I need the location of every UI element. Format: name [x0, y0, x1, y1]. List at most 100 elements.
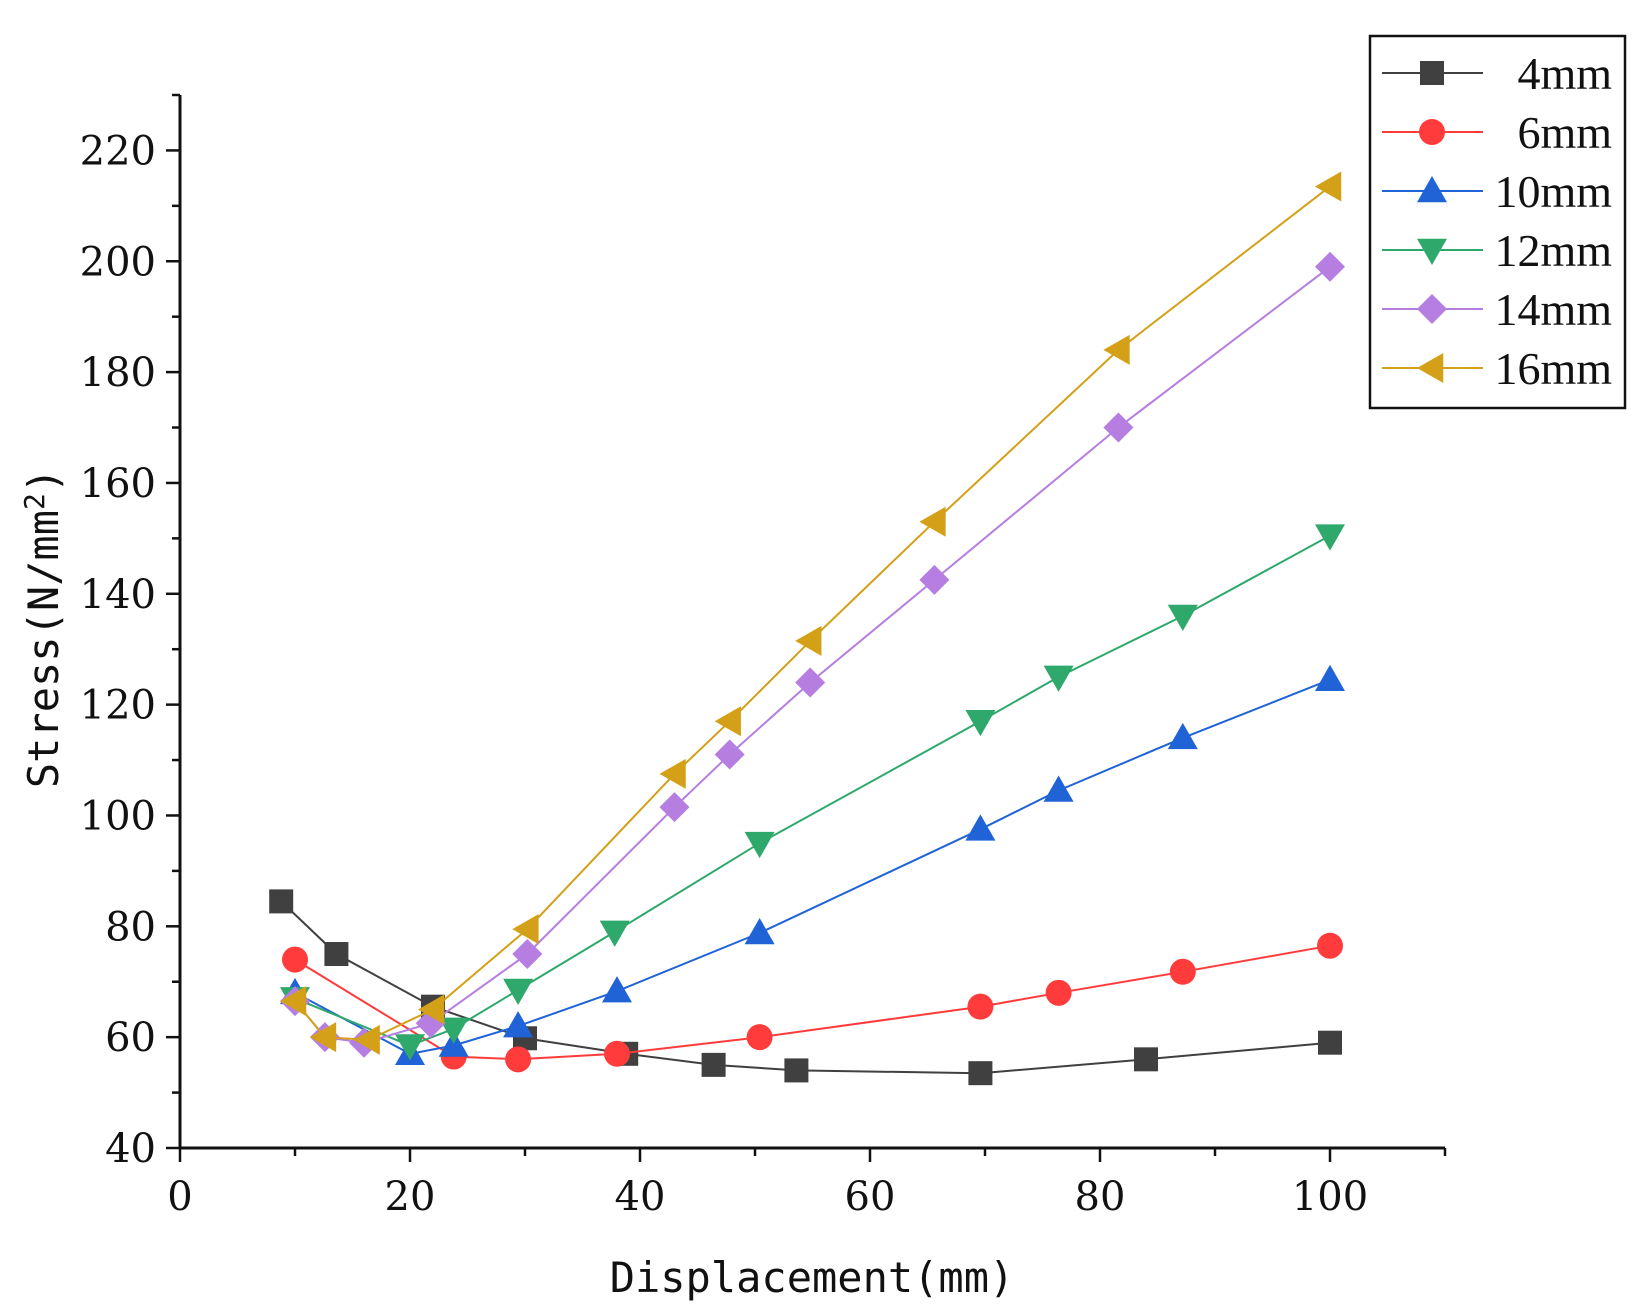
- x-tick-label: 20: [385, 1174, 436, 1220]
- y-tick-label: 160: [80, 461, 156, 507]
- y-axis-title-main: Stress: [19, 636, 68, 788]
- data-point: [1103, 412, 1134, 443]
- data-point: [919, 506, 946, 537]
- legend-frame: [1368, 34, 1627, 410]
- x-axis-ticks: 0 20 40 60 80 100: [167, 1148, 1447, 1220]
- x-tick-label: 0: [167, 1174, 192, 1220]
- data-point: [1043, 775, 1074, 802]
- data-point: [282, 946, 308, 973]
- data-point: [324, 942, 349, 967]
- legend-item: 12mm: [1382, 225, 1612, 276]
- y-axis-title-unit-close: ): [19, 468, 68, 493]
- x-tick-label: 60: [845, 1174, 896, 1220]
- legend-label: 4mm: [1517, 48, 1612, 99]
- data-point: [1315, 171, 1342, 202]
- data-point: [503, 978, 534, 1006]
- data-point: [714, 739, 745, 770]
- data-point: [604, 1040, 630, 1067]
- y-tick-label: 220: [80, 128, 156, 174]
- y-tick-label: 140: [80, 572, 156, 618]
- legend-label: 12mm: [1494, 225, 1612, 276]
- data-point: [714, 706, 741, 737]
- data-point: [438, 1017, 469, 1044]
- data-point: [1318, 1030, 1342, 1055]
- data-point: [746, 1024, 773, 1051]
- series-16mm: [280, 171, 1342, 1055]
- legend-label: 14mm: [1494, 284, 1612, 335]
- series-layer: [269, 171, 1345, 1086]
- data-point: [353, 1024, 380, 1055]
- y-tick-label: 120: [80, 683, 156, 729]
- y-tick-label: 40: [105, 1126, 156, 1172]
- data-point: [744, 917, 775, 945]
- data-point: [965, 710, 996, 737]
- data-point: [1134, 1047, 1158, 1072]
- y-tick-label: 100: [80, 793, 156, 839]
- y-tick-label: 180: [80, 350, 156, 396]
- data-point: [505, 1046, 532, 1073]
- data-point: [1167, 604, 1198, 631]
- legend-label: 6mm: [1517, 107, 1612, 158]
- data-point: [744, 831, 775, 859]
- data-point: [965, 814, 996, 841]
- series-14mm: [280, 251, 1345, 1058]
- data-point: [395, 1034, 425, 1061]
- y-tick-label: 200: [80, 239, 156, 285]
- data-point: [701, 1052, 726, 1077]
- data-point: [1315, 664, 1345, 691]
- data-point: [280, 986, 307, 1017]
- legend: 4mm 6mm 10mm 12mm 14mm 16mm: [1368, 34, 1627, 410]
- data-point: [599, 920, 630, 947]
- legend-item: 16mm: [1382, 343, 1612, 394]
- data-point: [1167, 722, 1198, 750]
- legend-item: 6mm: [1382, 107, 1612, 158]
- legend-item: 10mm: [1382, 166, 1612, 217]
- data-point: [309, 1022, 337, 1053]
- series-line: [294, 678, 1331, 1055]
- legend-marker: [1417, 176, 1447, 203]
- x-tick-label: 80: [1075, 1174, 1126, 1220]
- x-tick-label: 100: [1292, 1174, 1368, 1220]
- data-point: [1103, 334, 1130, 365]
- data-point: [1043, 665, 1074, 692]
- y-axis-title-unit: (N/mm: [19, 510, 68, 636]
- series-line: [294, 266, 1331, 1044]
- data-point: [512, 939, 543, 970]
- axes: [178, 95, 1445, 1150]
- series-line: [280, 900, 1331, 1075]
- data-point: [784, 1058, 809, 1083]
- data-point: [1315, 251, 1345, 282]
- y-axis-title-unit-sup: 2: [18, 493, 51, 510]
- legend-marker: [1420, 61, 1444, 85]
- data-point: [659, 792, 690, 823]
- data-point: [602, 976, 632, 1003]
- y-tick-label: 80: [105, 904, 156, 950]
- data-point: [919, 564, 950, 595]
- data-point: [795, 625, 822, 656]
- data-point: [418, 994, 445, 1025]
- x-axis-title: Displacement(mm): [610, 1253, 1015, 1302]
- legend-marker: [1419, 119, 1445, 145]
- data-point: [795, 667, 826, 698]
- legend-marker: [1417, 238, 1447, 265]
- legend-item: 14mm: [1382, 284, 1612, 335]
- data-point: [269, 889, 294, 914]
- y-tick-label: 60: [105, 1015, 156, 1061]
- data-point: [1045, 979, 1072, 1006]
- data-point: [1315, 524, 1345, 551]
- data-point: [967, 993, 994, 1020]
- y-axis-ticks: 40 60 80 100 120 140 160 180 200 220: [80, 93, 180, 1172]
- data-point: [503, 1011, 534, 1038]
- legend-label: 16mm: [1494, 343, 1612, 394]
- y-axis-title: Stress(N/mm2): [18, 468, 68, 788]
- data-point: [659, 758, 686, 789]
- legend-marker: [1417, 353, 1444, 383]
- series-4mm: [269, 889, 1342, 1086]
- data-point: [1317, 932, 1343, 959]
- data-point: [1169, 958, 1196, 985]
- data-point: [512, 914, 539, 945]
- legend-label: 10mm: [1494, 166, 1612, 217]
- x-tick-label: 40: [615, 1174, 666, 1220]
- legend-marker: [1417, 294, 1447, 324]
